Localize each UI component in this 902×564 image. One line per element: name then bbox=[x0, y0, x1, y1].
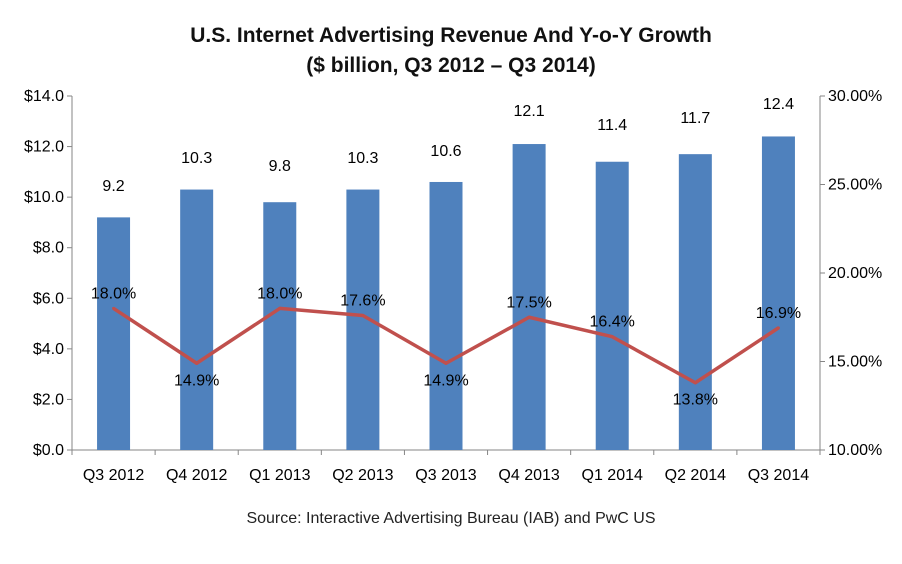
x-tick-label: Q2 2014 bbox=[665, 467, 726, 484]
right-tick-label: 15.00% bbox=[828, 354, 882, 371]
bar-data-label: 11.7 bbox=[680, 110, 710, 127]
bar bbox=[761, 136, 795, 450]
x-tick-label: Q2 2013 bbox=[332, 467, 393, 484]
right-tick-label: 20.00% bbox=[828, 265, 882, 282]
line-data-label: 14.9% bbox=[423, 372, 468, 389]
source-note: Source: Interactive Advertising Bureau (… bbox=[246, 510, 656, 527]
left-tick-label: $2.0 bbox=[33, 391, 64, 408]
line-data-label: 18.0% bbox=[257, 285, 302, 302]
growth-point bbox=[444, 361, 448, 365]
chart-title: U.S. Internet Advertising Revenue And Y-… bbox=[190, 24, 712, 47]
x-tick-label: Q3 2012 bbox=[83, 467, 144, 484]
growth-point bbox=[195, 361, 199, 365]
bar bbox=[97, 217, 131, 450]
bar bbox=[263, 202, 297, 450]
bar-data-label: 10.3 bbox=[181, 150, 212, 167]
left-tick-label: $14.0 bbox=[24, 88, 64, 105]
bar bbox=[346, 189, 380, 451]
right-tick-label: 30.00% bbox=[828, 88, 882, 105]
bar-data-label: 10.6 bbox=[430, 143, 461, 160]
left-tick-label: $4.0 bbox=[33, 341, 64, 358]
bar bbox=[678, 154, 712, 450]
bar bbox=[595, 161, 629, 450]
growth-point bbox=[278, 306, 282, 310]
x-tick-label: Q1 2014 bbox=[582, 467, 643, 484]
line-data-label: 16.9% bbox=[756, 305, 801, 322]
bar bbox=[180, 189, 214, 451]
x-tick-label: Q4 2013 bbox=[498, 467, 559, 484]
line-data-label: 16.4% bbox=[590, 314, 635, 331]
left-tick-label: $8.0 bbox=[33, 240, 64, 257]
right-tick-label: 25.00% bbox=[828, 177, 882, 194]
left-tick-label: $12.0 bbox=[24, 139, 64, 156]
bar bbox=[512, 144, 546, 451]
growth-point bbox=[693, 381, 697, 385]
line-data-label: 14.9% bbox=[174, 372, 219, 389]
x-tick-label: Q1 2013 bbox=[249, 467, 310, 484]
bar-data-label: 11.4 bbox=[597, 117, 627, 134]
right-tick-label: 10.00% bbox=[828, 442, 882, 459]
growth-point bbox=[112, 306, 116, 310]
x-tick-label: Q3 2014 bbox=[748, 467, 809, 484]
bar-data-label: 9.2 bbox=[102, 178, 124, 195]
growth-point bbox=[776, 326, 780, 330]
line-data-label: 13.8% bbox=[673, 392, 718, 409]
bar-data-label: 12.1 bbox=[514, 103, 545, 120]
left-tick-label: $10.0 bbox=[24, 189, 64, 206]
x-tick-label: Q3 2013 bbox=[415, 467, 476, 484]
line-data-label: 17.6% bbox=[340, 292, 385, 309]
growth-point bbox=[527, 315, 531, 319]
line-data-label: 17.5% bbox=[506, 294, 551, 311]
growth-point bbox=[610, 335, 614, 339]
bar bbox=[429, 181, 463, 450]
x-tick-label: Q4 2012 bbox=[166, 467, 227, 484]
left-tick-label: $0.0 bbox=[33, 442, 64, 459]
growth-point bbox=[361, 313, 365, 317]
bar-data-label: 12.4 bbox=[763, 96, 794, 113]
chart-subtitle: ($ billion, Q3 2012 – Q3 2014) bbox=[306, 54, 596, 77]
left-tick-label: $6.0 bbox=[33, 290, 64, 307]
line-data-label: 18.0% bbox=[91, 285, 136, 302]
bar-data-label: 9.8 bbox=[269, 158, 291, 175]
bar-data-label: 10.3 bbox=[347, 150, 378, 167]
